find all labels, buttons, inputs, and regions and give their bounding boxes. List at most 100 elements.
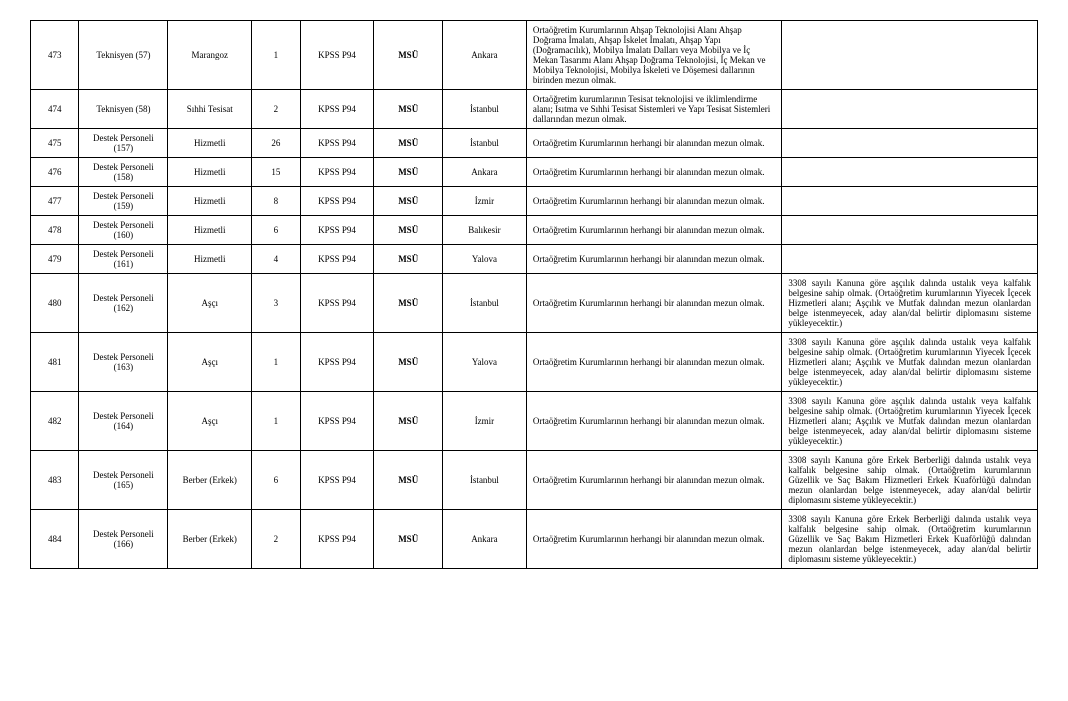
count-cell: 1 [252,392,300,451]
table-row: 474Teknisyen (58)Sıhhi Tesisat2KPSS P94M… [31,90,1038,129]
city-cell: Ankara [443,158,527,187]
institution-cell: MSÜ [374,392,443,451]
branch-cell: Aşçı [168,333,252,392]
count-cell: 4 [252,245,300,274]
position-cell: Destek Personeli (157) [79,129,168,158]
institution-cell: MSÜ [374,21,443,90]
row-number: 479 [31,245,79,274]
exam-cell: KPSS P94 [300,187,374,216]
exam-cell: KPSS P94 [300,451,374,510]
branch-cell: Berber (Erkek) [168,451,252,510]
row-number: 476 [31,158,79,187]
exam-cell: KPSS P94 [300,129,374,158]
row-number: 477 [31,187,79,216]
exam-cell: KPSS P94 [300,333,374,392]
requirement-cell: Ortaöğretim Kurumlarının herhangi bir al… [526,274,782,333]
exam-cell: KPSS P94 [300,274,374,333]
note-cell: 3308 sayılı Kanuna göre aşçılık dalında … [782,333,1038,392]
branch-cell: Hizmetli [168,158,252,187]
city-cell: Yalova [443,245,527,274]
requirement-cell: Ortaöğretim Kurumlarının herhangi bir al… [526,333,782,392]
row-number: 480 [31,274,79,333]
note-cell [782,21,1038,90]
branch-cell: Aşçı [168,274,252,333]
requirement-cell: Ortaöğretim Kurumlarının herhangi bir al… [526,216,782,245]
branch-cell: Hizmetli [168,245,252,274]
count-cell: 1 [252,333,300,392]
requirement-cell: Ortaöğretim Kurumlarının herhangi bir al… [526,510,782,569]
row-number: 483 [31,451,79,510]
note-cell: 3308 sayılı Kanuna göre Erkek Berberliği… [782,451,1038,510]
branch-cell: Marangoz [168,21,252,90]
note-cell: 3308 sayılı Kanuna göre aşçılık dalında … [782,392,1038,451]
city-cell: İstanbul [443,90,527,129]
position-cell: Teknisyen (58) [79,90,168,129]
requirement-cell: Ortaöğretim Kurumlarının herhangi bir al… [526,451,782,510]
note-cell: 3308 sayılı Kanuna göre Erkek Berberliği… [782,510,1038,569]
position-cell: Destek Personeli (165) [79,451,168,510]
institution-cell: MSÜ [374,510,443,569]
branch-cell: Hizmetli [168,187,252,216]
row-number: 473 [31,21,79,90]
institution-cell: MSÜ [374,158,443,187]
branch-cell: Hizmetli [168,129,252,158]
note-cell [782,245,1038,274]
note-cell: 3308 sayılı Kanuna göre aşçılık dalında … [782,274,1038,333]
exam-cell: KPSS P94 [300,216,374,245]
table-row: 478Destek Personeli (160)Hizmetli6KPSS P… [31,216,1038,245]
note-cell [782,90,1038,129]
exam-cell: KPSS P94 [300,158,374,187]
requirement-cell: Ortaöğretim Kurumlarının herhangi bir al… [526,158,782,187]
city-cell: Balıkesir [443,216,527,245]
institution-cell: MSÜ [374,129,443,158]
table-row: 480Destek Personeli (162)Aşçı3KPSS P94MS… [31,274,1038,333]
city-cell: Ankara [443,21,527,90]
city-cell: İzmir [443,392,527,451]
city-cell: İzmir [443,187,527,216]
position-cell: Destek Personeli (163) [79,333,168,392]
institution-cell: MSÜ [374,187,443,216]
requirement-cell: Ortaöğretim Kurumlarının herhangi bir al… [526,129,782,158]
note-cell [782,129,1038,158]
city-cell: İstanbul [443,274,527,333]
count-cell: 1 [252,21,300,90]
position-cell: Destek Personeli (164) [79,392,168,451]
position-cell: Destek Personeli (161) [79,245,168,274]
city-cell: İstanbul [443,451,527,510]
exam-cell: KPSS P94 [300,21,374,90]
row-number: 475 [31,129,79,158]
table-row: 476Destek Personeli (158)Hizmetli15KPSS … [31,158,1038,187]
position-cell: Destek Personeli (159) [79,187,168,216]
note-cell [782,216,1038,245]
positions-table: 473Teknisyen (57)Marangoz1KPSS P94MSÜAnk… [30,20,1038,569]
note-cell [782,187,1038,216]
exam-cell: KPSS P94 [300,392,374,451]
count-cell: 6 [252,451,300,510]
row-number: 481 [31,333,79,392]
position-cell: Destek Personeli (158) [79,158,168,187]
count-cell: 2 [252,510,300,569]
requirement-cell: Ortaöğretim Kurumlarının herhangi bir al… [526,245,782,274]
requirement-cell: Ortaöğretim Kurumlarının herhangi bir al… [526,187,782,216]
institution-cell: MSÜ [374,451,443,510]
table-row: 475Destek Personeli (157)Hizmetli26KPSS … [31,129,1038,158]
table-row: 482Destek Personeli (164)Aşçı1KPSS P94MS… [31,392,1038,451]
position-cell: Destek Personeli (166) [79,510,168,569]
table-row: 479Destek Personeli (161)Hizmetli4KPSS P… [31,245,1038,274]
count-cell: 15 [252,158,300,187]
note-cell [782,158,1038,187]
exam-cell: KPSS P94 [300,510,374,569]
table-row: 481Destek Personeli (163)Aşçı1KPSS P94MS… [31,333,1038,392]
position-cell: Destek Personeli (162) [79,274,168,333]
requirement-cell: Ortaöğretim Kurumlarının Ahşap Teknoloji… [526,21,782,90]
table-body: 473Teknisyen (57)Marangoz1KPSS P94MSÜAnk… [31,21,1038,569]
requirement-cell: Ortaöğretim kurumlarının Tesisat teknolo… [526,90,782,129]
requirement-cell: Ortaöğretim Kurumlarının herhangi bir al… [526,392,782,451]
exam-cell: KPSS P94 [300,90,374,129]
city-cell: Yalova [443,333,527,392]
row-number: 482 [31,392,79,451]
count-cell: 8 [252,187,300,216]
table-row: 477Destek Personeli (159)Hizmetli8KPSS P… [31,187,1038,216]
table-row: 483Destek Personeli (165)Berber (Erkek)6… [31,451,1038,510]
row-number: 484 [31,510,79,569]
